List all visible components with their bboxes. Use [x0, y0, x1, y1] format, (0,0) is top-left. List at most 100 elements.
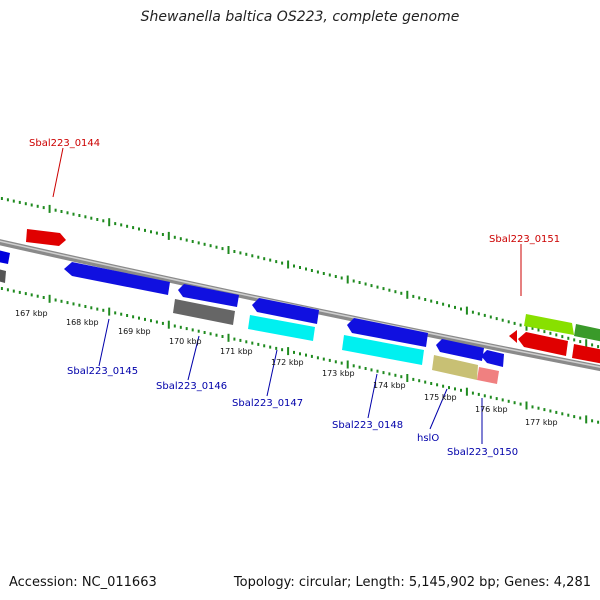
gene-sbal223-0145[interactable] [64, 262, 170, 295]
minor-tick [96, 307, 99, 311]
minor-tick [138, 227, 140, 231]
minor-tick [448, 304, 450, 308]
label-sbal223-0150[interactable]: Sbal223_0150 [447, 447, 518, 458]
gene-right-red-1[interactable] [518, 332, 568, 356]
gene-sbal223-0150-blue[interactable] [481, 350, 504, 367]
major-tick [287, 260, 290, 269]
gene-sbal223-0147-blue[interactable] [252, 298, 319, 324]
minor-tick [120, 312, 123, 316]
minor-tick [531, 326, 534, 330]
minor-tick [54, 298, 57, 302]
gene-sbal223-0147[interactable] [248, 315, 315, 341]
minor-tick [454, 387, 456, 391]
gene-left-edge-grey[interactable] [0, 269, 6, 283]
scale-label: 173 kbp [322, 369, 355, 378]
minor-tick [376, 369, 379, 373]
label-sbal223-0147[interactable]: Sbal223_0147 [232, 398, 303, 409]
minor-tick [394, 373, 397, 377]
label-sbal223-0151[interactable]: Sbal223_0151 [489, 234, 560, 245]
label-sbal223-0148[interactable]: Sbal223_0148 [332, 420, 403, 431]
minor-tick [430, 299, 433, 303]
label-sbal223-0144[interactable]: Sbal223_0144 [29, 138, 100, 149]
minor-tick [567, 413, 570, 417]
gene-right-red-2[interactable] [572, 344, 600, 364]
gene-sbal223-0150[interactable] [477, 367, 499, 384]
minor-tick [30, 293, 33, 297]
gene-hslo-blue[interactable] [436, 339, 484, 361]
label-sbal223-0145[interactable]: Sbal223_0145 [67, 366, 138, 377]
gene-forward-green-1[interactable] [524, 314, 574, 335]
minor-tick [358, 281, 361, 284]
minor-tick [84, 215, 87, 219]
gene-forward-green-2[interactable] [574, 324, 600, 342]
minor-tick [507, 320, 510, 324]
minor-tick [6, 198, 9, 202]
minor-tick [460, 307, 462, 311]
minor-tick [597, 420, 600, 424]
minor-tick [185, 238, 188, 242]
minor-tick [376, 285, 379, 289]
minor-tick [185, 327, 188, 331]
minor-tick [305, 267, 307, 271]
minor-tick [352, 279, 355, 283]
minor-tick [251, 341, 254, 345]
label-sbal223-0146[interactable]: Sbal223_0146 [156, 381, 227, 392]
minor-tick [155, 231, 158, 235]
minor-tick [132, 226, 135, 230]
minor-tick [263, 344, 266, 348]
minor-tick [412, 377, 415, 381]
gene-sbal223-0148[interactable] [342, 335, 424, 365]
minor-tick [424, 380, 427, 384]
minor-tick [400, 375, 403, 379]
minor-tick [489, 395, 492, 399]
minor-tick [543, 408, 546, 412]
gene-sbal223-0146[interactable] [178, 284, 239, 307]
minor-tick [126, 224, 129, 228]
minor-tick [0, 197, 3, 200]
label-hslo[interactable]: hslO [417, 433, 439, 444]
gene-sbal223-0151-marker[interactable] [509, 330, 517, 343]
minor-tick [489, 315, 492, 319]
minor-tick [197, 329, 200, 333]
minor-tick [555, 410, 558, 414]
minor-tick [501, 318, 504, 322]
minor-tick [483, 313, 486, 317]
gene-sbal223-0148-blue[interactable] [347, 318, 428, 347]
leader-sbal223-0148 [367, 373, 378, 419]
minor-tick [0, 287, 3, 290]
minor-tick [78, 303, 81, 307]
minor-tick [60, 210, 63, 213]
minor-tick [388, 288, 391, 292]
major-tick [406, 290, 409, 299]
major-tick [227, 246, 230, 254]
minor-tick [477, 392, 480, 396]
gene-sbal223-0146-secondary[interactable] [173, 299, 235, 325]
minor-tick [36, 294, 39, 298]
minor-tick [328, 273, 331, 277]
minor-tick [579, 340, 582, 344]
minor-tick [340, 361, 343, 365]
minor-tick [477, 312, 480, 316]
minor-tick [567, 336, 570, 340]
minor-tick [305, 353, 307, 357]
major-tick [585, 415, 588, 424]
minor-tick [120, 223, 123, 227]
minor-tick [150, 319, 152, 323]
gene-hslo[interactable] [432, 355, 478, 380]
minor-tick [352, 364, 355, 368]
minor-tick [263, 257, 266, 261]
minor-tick [155, 320, 158, 324]
accession-text: Accession: NC_011663 [9, 575, 157, 590]
gene-sbal223-0144[interactable] [26, 229, 66, 246]
gene-left-edge-blue[interactable] [0, 250, 10, 264]
minor-tick [597, 345, 600, 349]
minor-tick [543, 330, 546, 334]
minor-tick [310, 354, 313, 358]
minor-tick [233, 337, 236, 341]
minor-tick [513, 321, 516, 325]
minor-tick [245, 340, 248, 344]
outer-tick-track [0, 197, 600, 349]
minor-tick [269, 258, 272, 262]
scale-label: 169 kbp [118, 327, 151, 336]
